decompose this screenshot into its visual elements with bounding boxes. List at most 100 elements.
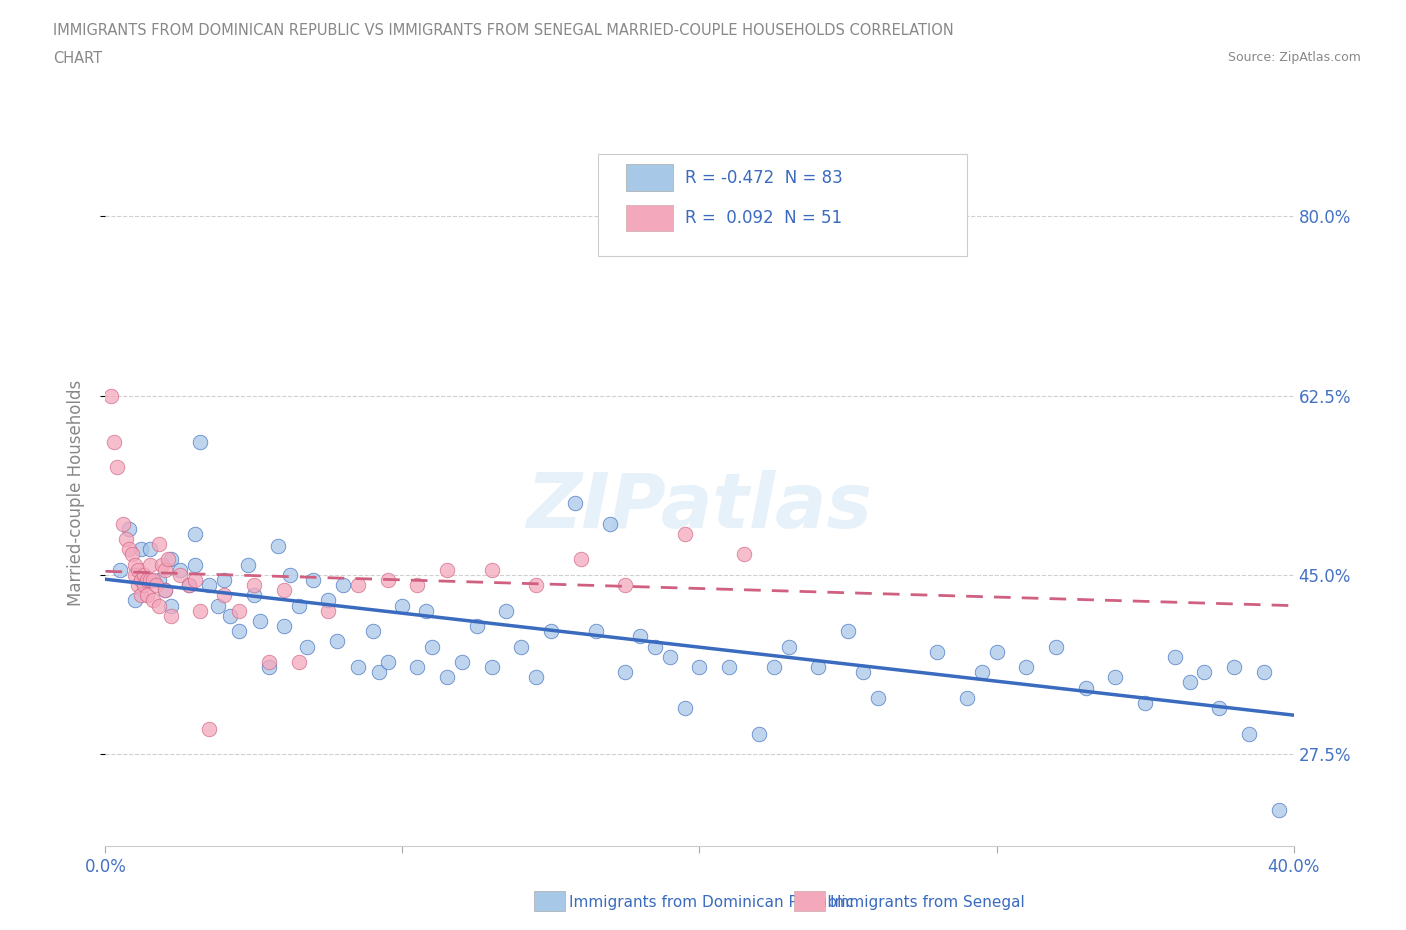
Point <box>112 516 135 531</box>
Point <box>124 557 146 572</box>
Point <box>673 700 696 715</box>
Point <box>142 573 165 588</box>
Point <box>183 557 205 572</box>
Point <box>1045 639 1067 654</box>
Text: Source: ZipAtlas.com: Source: ZipAtlas.com <box>1227 51 1361 64</box>
Point <box>644 639 666 654</box>
Point <box>415 604 437 618</box>
Point <box>1015 659 1038 674</box>
Point <box>124 567 146 582</box>
Point <box>495 604 517 618</box>
Point <box>177 578 200 592</box>
Point <box>837 624 859 639</box>
Point <box>257 659 280 674</box>
Point <box>1164 649 1187 664</box>
Point <box>287 655 309 670</box>
Point <box>614 665 637 680</box>
Point <box>297 639 319 654</box>
Point <box>129 542 152 557</box>
Point <box>129 588 152 603</box>
Point <box>332 578 354 592</box>
Point <box>316 604 339 618</box>
Point <box>866 690 889 705</box>
Point <box>278 567 301 582</box>
Point <box>1208 700 1230 715</box>
Point <box>1133 696 1156 711</box>
Point <box>159 608 181 623</box>
Point <box>139 557 162 572</box>
Point <box>326 634 349 649</box>
Point <box>986 644 1008 659</box>
Point <box>689 659 711 674</box>
Point <box>177 578 200 592</box>
Point <box>481 563 503 578</box>
Point <box>599 516 621 531</box>
Point <box>436 563 458 578</box>
Point <box>377 573 399 588</box>
Point <box>450 655 472 670</box>
Point <box>406 659 429 674</box>
Point <box>136 573 159 588</box>
Point <box>391 598 413 613</box>
Point <box>748 726 770 741</box>
Point <box>139 542 162 557</box>
Point <box>153 563 176 578</box>
Point <box>159 552 181 567</box>
Point <box>156 552 179 567</box>
Point <box>105 459 128 474</box>
Point <box>524 578 547 592</box>
Point <box>569 552 592 567</box>
Point <box>1237 726 1260 741</box>
Point <box>153 583 176 598</box>
Point <box>118 522 141 537</box>
Point <box>658 649 681 664</box>
Point <box>273 618 295 633</box>
Point <box>153 583 176 598</box>
Point <box>807 659 830 674</box>
Point <box>628 629 651 644</box>
Point <box>214 573 236 588</box>
Point <box>540 624 562 639</box>
Point <box>718 659 741 674</box>
Point <box>129 573 152 588</box>
Point <box>136 588 159 603</box>
Point <box>148 537 170 551</box>
Point <box>198 578 221 592</box>
Y-axis label: Married-couple Households: Married-couple Households <box>66 379 84 606</box>
FancyBboxPatch shape <box>626 205 673 232</box>
Point <box>214 588 236 603</box>
Text: R =  0.092  N = 51: R = 0.092 N = 51 <box>685 209 842 227</box>
FancyBboxPatch shape <box>599 153 967 256</box>
Point <box>249 614 271 629</box>
Point <box>361 624 384 639</box>
Point <box>121 547 143 562</box>
Point <box>316 593 339 608</box>
Point <box>142 593 165 608</box>
Point <box>132 567 155 582</box>
Point <box>127 563 149 578</box>
Point <box>465 618 488 633</box>
Point <box>970 665 993 680</box>
Point <box>139 573 162 588</box>
Point <box>110 563 132 578</box>
Point <box>733 547 755 562</box>
Point <box>190 604 212 618</box>
Point <box>169 563 191 578</box>
Text: ZIPatlas: ZIPatlas <box>526 470 873 544</box>
Point <box>115 532 138 547</box>
Point <box>243 588 266 603</box>
Text: CHART: CHART <box>53 51 103 66</box>
Point <box>778 639 800 654</box>
Point <box>183 573 205 588</box>
Point <box>267 538 290 553</box>
Point <box>406 578 429 592</box>
Point <box>956 690 979 705</box>
Point <box>673 526 696 541</box>
Point <box>132 578 155 592</box>
Point <box>367 665 389 680</box>
Point <box>1104 670 1126 684</box>
FancyBboxPatch shape <box>626 165 673 191</box>
Point <box>127 578 149 592</box>
Point <box>287 598 309 613</box>
Point <box>585 624 607 639</box>
